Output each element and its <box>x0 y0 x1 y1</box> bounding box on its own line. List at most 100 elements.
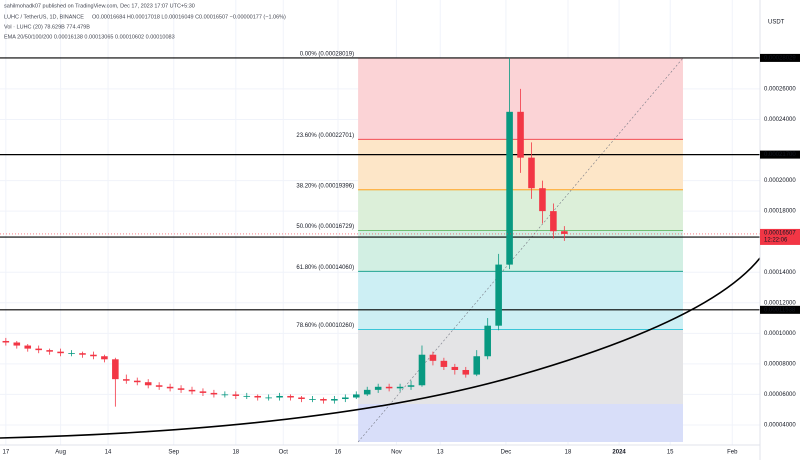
candle-body <box>396 386 404 389</box>
countdown-label: 12:22:06 <box>764 238 788 244</box>
ema-legend: EMA 20/50/100/200 0.00016138 0.00013065 … <box>4 34 175 40</box>
candle-body <box>462 369 470 375</box>
y-tick-label: 0.00014000 <box>764 270 796 276</box>
level-tag <box>760 53 800 62</box>
candle-body <box>539 188 546 212</box>
level-tag-label: 0.00028029 <box>764 55 796 61</box>
candle-body <box>418 354 426 386</box>
candle-body <box>232 394 240 396</box>
candle-body <box>2 340 10 343</box>
candle-body <box>473 356 481 375</box>
candle-body <box>221 394 229 396</box>
candle-body <box>68 353 75 354</box>
x-tick-label: Oct <box>279 450 289 456</box>
candle-body <box>265 397 272 399</box>
x-tick-label: Feb <box>727 450 738 456</box>
x-tick-label: 2024 <box>612 450 626 456</box>
x-tick-label: Dec <box>501 450 512 456</box>
candle-body <box>550 211 557 232</box>
x-tick-label: 18 <box>232 450 239 456</box>
candle-body <box>46 350 53 352</box>
trendline <box>0 257 761 439</box>
x-tick-label: 17 <box>2 450 9 456</box>
x-tick-label: 13 <box>437 450 444 456</box>
candle-body <box>352 394 360 398</box>
candle-body <box>495 264 502 326</box>
fib-label: 38.20% (0.00019396) <box>296 183 354 189</box>
last-price-tag <box>760 228 800 245</box>
candle-body <box>35 348 42 351</box>
x-tick-label: 18 <box>565 450 572 456</box>
y-tick-label: 0.00006000 <box>764 392 796 398</box>
level-tag-label: 0.00021700 <box>764 152 796 158</box>
candle-body <box>374 386 382 390</box>
candle-body <box>506 111 513 265</box>
candle-body <box>199 391 207 393</box>
candle-body <box>451 366 459 370</box>
fib-label: 23.60% (0.00022701) <box>296 133 354 139</box>
y-tick-label: 0.00008000 <box>764 361 796 367</box>
last-price-label: 0.00016507 <box>764 231 796 237</box>
candle-body <box>166 386 174 389</box>
y-tick-label: 0.00004000 <box>764 423 796 429</box>
volume-legend: Vol · LUHC (20) 78.629B 774.479B <box>4 24 90 30</box>
x-tick-label: Nov <box>391 450 402 456</box>
x-tick-label: Sep <box>168 450 179 456</box>
candle-body <box>24 345 32 349</box>
candle-body <box>144 382 152 386</box>
candle-body <box>276 395 283 398</box>
fib-zone <box>358 271 683 330</box>
candle-body <box>309 399 316 400</box>
candle-body <box>188 389 196 392</box>
symbol: LUHC / TetherUS, 1D, BINANCE <box>4 14 84 20</box>
published: sahilmohadk07 published on TradingView.c… <box>4 3 195 9</box>
y-tick-label: 0.00010000 <box>764 331 796 337</box>
candle-body <box>13 342 21 346</box>
candle-body <box>331 399 338 401</box>
candle-body <box>385 386 393 389</box>
y-tick-label: 0.00018000 <box>764 209 796 215</box>
x-tick-label: 16 <box>335 450 342 456</box>
candle-body <box>133 380 141 383</box>
fib-label: 61.80% (0.00014060) <box>296 265 354 271</box>
candle-body <box>101 356 108 360</box>
level-tag <box>760 150 800 159</box>
plot: 0.00% (0.00028019) 23.60% (0.00022701) 38.… <box>0 0 761 445</box>
candle-body <box>320 399 327 401</box>
candle-body <box>517 111 524 158</box>
ohlc: O0.00016684 H0.00017018 L0.00016049 C0.0… <box>92 14 286 20</box>
candle-body <box>429 354 437 361</box>
candle-body <box>407 385 415 387</box>
candle-body <box>484 325 491 357</box>
fib-zone-bottom <box>358 404 683 442</box>
candle-body <box>254 395 261 398</box>
candle-body <box>363 389 371 395</box>
x-tick-label: Aug <box>55 450 66 456</box>
fib-label: 0.00% (0.00028019) <box>300 52 354 58</box>
candle-body <box>155 385 163 387</box>
fib-zone <box>358 189 683 231</box>
candle-body <box>90 354 97 357</box>
fib-label: 78.60% (0.00010260) <box>296 323 354 329</box>
candle-body <box>528 157 535 189</box>
x-tick-label: 15 <box>667 450 674 456</box>
candle-body <box>287 395 294 398</box>
candle-body <box>243 395 251 397</box>
candle-body <box>123 379 130 381</box>
candle-body <box>112 359 119 380</box>
y-tick-label: 0.00024000 <box>764 117 796 123</box>
level-tag-label: 0.00011538 <box>764 307 796 313</box>
y-tick-label: 0.00012000 <box>764 300 796 306</box>
fib-label: 50.00% (0.00016729) <box>296 224 354 230</box>
candle-body <box>342 397 349 400</box>
y-tick-label: 0.00026000 <box>764 86 796 92</box>
level-tag <box>760 305 800 314</box>
candle-body <box>79 353 86 355</box>
candle-body <box>440 360 448 367</box>
candle-body <box>298 397 305 400</box>
y-tick-label: 0.00020000 <box>764 178 796 184</box>
currency: USDT <box>768 20 785 26</box>
x-tick-label: 14 <box>105 450 112 456</box>
candle-body <box>177 388 185 390</box>
